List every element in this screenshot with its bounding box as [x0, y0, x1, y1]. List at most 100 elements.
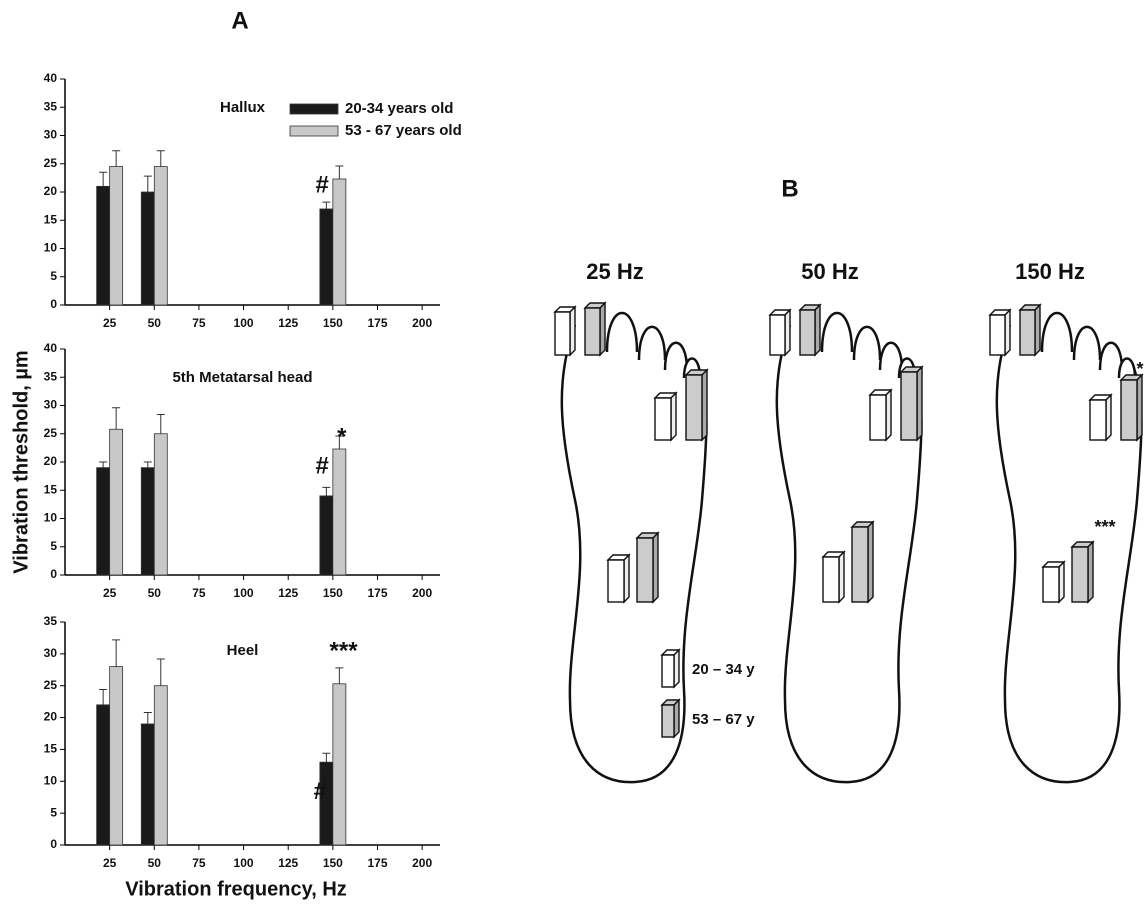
y-tick-label: 15 [44, 212, 58, 226]
error-bar [335, 435, 344, 450]
bar [319, 495, 334, 576]
foot-bar [989, 314, 1006, 356]
error-bar [322, 486, 331, 496]
bar [319, 208, 334, 306]
y-tick-label: 10 [44, 511, 58, 525]
annotation: *** [330, 637, 359, 664]
legend-swatch [289, 103, 339, 115]
foot-label: 25 Hz [586, 259, 643, 284]
x-tick-label: 75 [192, 856, 206, 870]
bar [109, 166, 124, 306]
foot-bar [869, 394, 887, 441]
bar [96, 467, 111, 576]
foot-bar [673, 648, 680, 689]
foot-outline [560, 324, 708, 784]
error-bar [112, 150, 121, 167]
foot-bar [838, 550, 845, 604]
x-tick-label: 175 [367, 586, 387, 600]
foot-bar [652, 531, 659, 604]
foot-bar [569, 305, 576, 357]
y-tick-label: 25 [44, 156, 58, 170]
foot-bar [1034, 303, 1041, 357]
x-tick-label: 200 [412, 856, 432, 870]
error-bar [322, 201, 331, 209]
foot-bar [916, 365, 923, 442]
x-tick-label: 75 [192, 316, 206, 330]
y-tick-label: 15 [44, 482, 58, 496]
x-tick-label: 100 [234, 316, 254, 330]
x-tick-label: 150 [323, 586, 343, 600]
annotation: # [315, 172, 328, 199]
toe [663, 341, 689, 371]
x-tick-label: 175 [367, 316, 387, 330]
y-tick-label: 30 [44, 646, 58, 660]
panel-label: B [781, 175, 798, 202]
foot-bar [1087, 540, 1094, 604]
legend-label: 53 - 67 years old [345, 122, 462, 139]
x-tick-label: 75 [192, 586, 206, 600]
y-tick-label: 35 [44, 369, 58, 383]
panel-label: A [231, 7, 248, 34]
toe [1098, 341, 1124, 371]
toe [1040, 311, 1074, 353]
bar [140, 467, 155, 576]
foot-bar [599, 301, 606, 357]
error-bar [143, 175, 152, 192]
x-tick-label: 200 [412, 586, 432, 600]
x-tick-label: 100 [234, 856, 254, 870]
foot-bar [1120, 379, 1138, 441]
y-tick-label: 5 [50, 539, 57, 553]
bar [153, 166, 168, 306]
error-bar [99, 461, 108, 468]
bar [332, 683, 347, 846]
y-tick-label: 15 [44, 742, 58, 756]
bar [153, 685, 168, 846]
y-tick-label: 10 [44, 773, 58, 787]
foot-bar [814, 303, 821, 357]
foot-bar [1042, 566, 1060, 603]
y-tick-label: 0 [50, 297, 57, 311]
bar [109, 666, 124, 846]
foot-bar [851, 526, 869, 603]
foot-bar [685, 374, 703, 441]
x-tick-label: 25 [103, 856, 117, 870]
annotation: # [314, 778, 327, 805]
y-axis-label: Vibration threshold, µm [10, 350, 32, 573]
bar [140, 191, 155, 306]
x-tick-label: 25 [103, 316, 117, 330]
error-bar [335, 667, 344, 684]
bar [332, 448, 347, 576]
foot-bar [1071, 546, 1089, 603]
bar [140, 723, 155, 846]
error-bar [112, 639, 121, 667]
y-tick-label: 25 [44, 678, 58, 692]
foot-bar [584, 307, 601, 356]
legend-label: 20-34 years old [345, 100, 453, 117]
foot-bar [784, 308, 791, 357]
error-bar [143, 461, 152, 468]
foot-bar [822, 556, 840, 603]
foot-bar [670, 391, 677, 442]
y-tick-label: 0 [50, 567, 57, 581]
y-tick-label: 20 [44, 184, 58, 198]
foot-bar [554, 311, 571, 356]
y-tick-label: 10 [44, 241, 58, 255]
foot-label: 50 Hz [801, 259, 858, 284]
x-tick-label: 200 [412, 316, 432, 330]
foot-bar [701, 368, 708, 442]
bar [96, 704, 111, 846]
error-bar [156, 658, 165, 686]
error-bar [99, 689, 108, 705]
chart-title: 5th Metatarsal head [172, 369, 312, 386]
x-tick-label: 175 [367, 856, 387, 870]
bar [96, 185, 111, 306]
y-tick-label: 5 [50, 805, 57, 819]
x-tick-label: 50 [148, 316, 162, 330]
x-tick-label: 25 [103, 586, 117, 600]
bar [332, 178, 347, 306]
foot-bar [1058, 560, 1065, 604]
x-tick-label: 150 [323, 856, 343, 870]
x-tick-label: 125 [278, 586, 298, 600]
toe [852, 325, 882, 361]
